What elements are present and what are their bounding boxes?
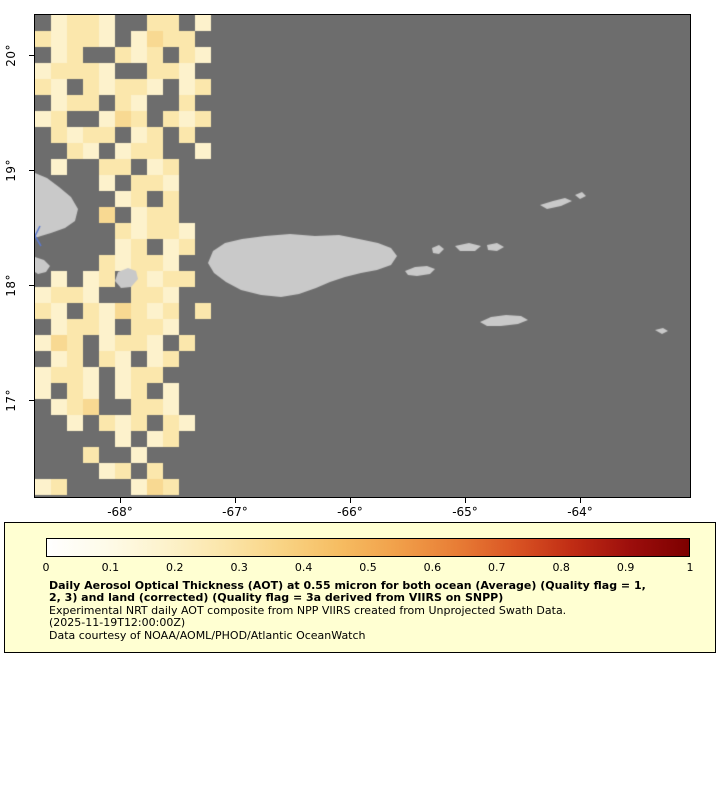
legend-info-line: Experimental NRT daily AOT composite fro…	[49, 603, 567, 617]
lon-tick-label: -68°	[107, 505, 133, 519]
colorbar-tick-label: 0.7	[488, 561, 506, 574]
map-canvas	[35, 15, 690, 497]
colorbar-tick-label: 0.4	[294, 561, 313, 574]
legend-info-line: (2025-11-19T12:00:00Z)	[49, 616, 186, 630]
lon-tick-label: -65°	[452, 505, 478, 519]
colorbar	[46, 538, 690, 557]
lat-axis: 20° 19° 18° 17°	[0, 15, 35, 497]
lat-tick-label-text: 19°	[4, 158, 18, 182]
lat-tick-label-text: 20°	[4, 43, 18, 67]
lat-tick-label: 19°	[4, 150, 18, 190]
colorbar-tick-label: 0.9	[616, 561, 635, 574]
lon-tick	[580, 497, 582, 503]
legend-text: Daily Aerosol Optical Thickness (AOT) at…	[49, 579, 646, 642]
lat-tick	[29, 285, 35, 287]
lon-tick	[349, 497, 351, 503]
legend-title-line: Daily Aerosol Optical Thickness (AOT) at…	[49, 579, 646, 592]
lat-tick-label-text: 17°	[4, 388, 18, 412]
lat-tick-label: 17°	[4, 380, 18, 420]
lat-tick	[29, 55, 35, 56]
lat-tick	[29, 170, 35, 171]
colorbar-tick-label: 0.3	[230, 561, 248, 574]
map-panel	[34, 14, 691, 498]
colorbar-tick-label: 0.5	[359, 561, 377, 574]
lon-axis: -68° -67° -66° -65° -64°	[35, 497, 690, 527]
lat-tick-label: 20°	[4, 35, 18, 75]
colorbar-tick-label: 0.6	[423, 561, 442, 574]
colorbar-tick-label: 0	[42, 561, 50, 574]
lon-tick	[120, 497, 122, 503]
legend-title-line: 2, 3) and land (corrected) (Quality flag…	[49, 591, 504, 605]
colorbar-tick-label: 0.2	[166, 561, 184, 574]
legend-info-line: Data courtesy of NOAA/AOML/PHOD/Atlantic…	[49, 628, 366, 642]
colorbar-tick-label: 0.8	[552, 561, 570, 574]
lat-tick	[29, 400, 35, 402]
lat-tick-label-text: 18°	[4, 273, 18, 297]
colorbar-ticks: 0 0.1 0.2 0.3 0.4 0.5 0.6 0.7 0.8 0.9 1	[42, 561, 694, 575]
legend-info: Experimental NRT daily AOT composite fro…	[49, 603, 646, 642]
lon-tick-label: -64°	[567, 505, 593, 519]
lon-tick	[234, 497, 236, 503]
lon-tick-label: -66°	[337, 505, 363, 519]
legend-panel: 0 0.1 0.2 0.3 0.4 0.5 0.6 0.7 0.8 0.9 1 Daily Aero…	[4, 522, 716, 653]
lon-tick	[465, 497, 466, 503]
legend-title: Daily Aerosol Optical Thickness (AOT) at…	[49, 579, 646, 605]
lat-tick-label: 18°	[4, 265, 18, 305]
colorbar-tick-label: 0.1	[101, 561, 120, 574]
lon-tick-label: -67°	[222, 505, 248, 519]
colorbar-tick-label: 1	[686, 561, 694, 574]
